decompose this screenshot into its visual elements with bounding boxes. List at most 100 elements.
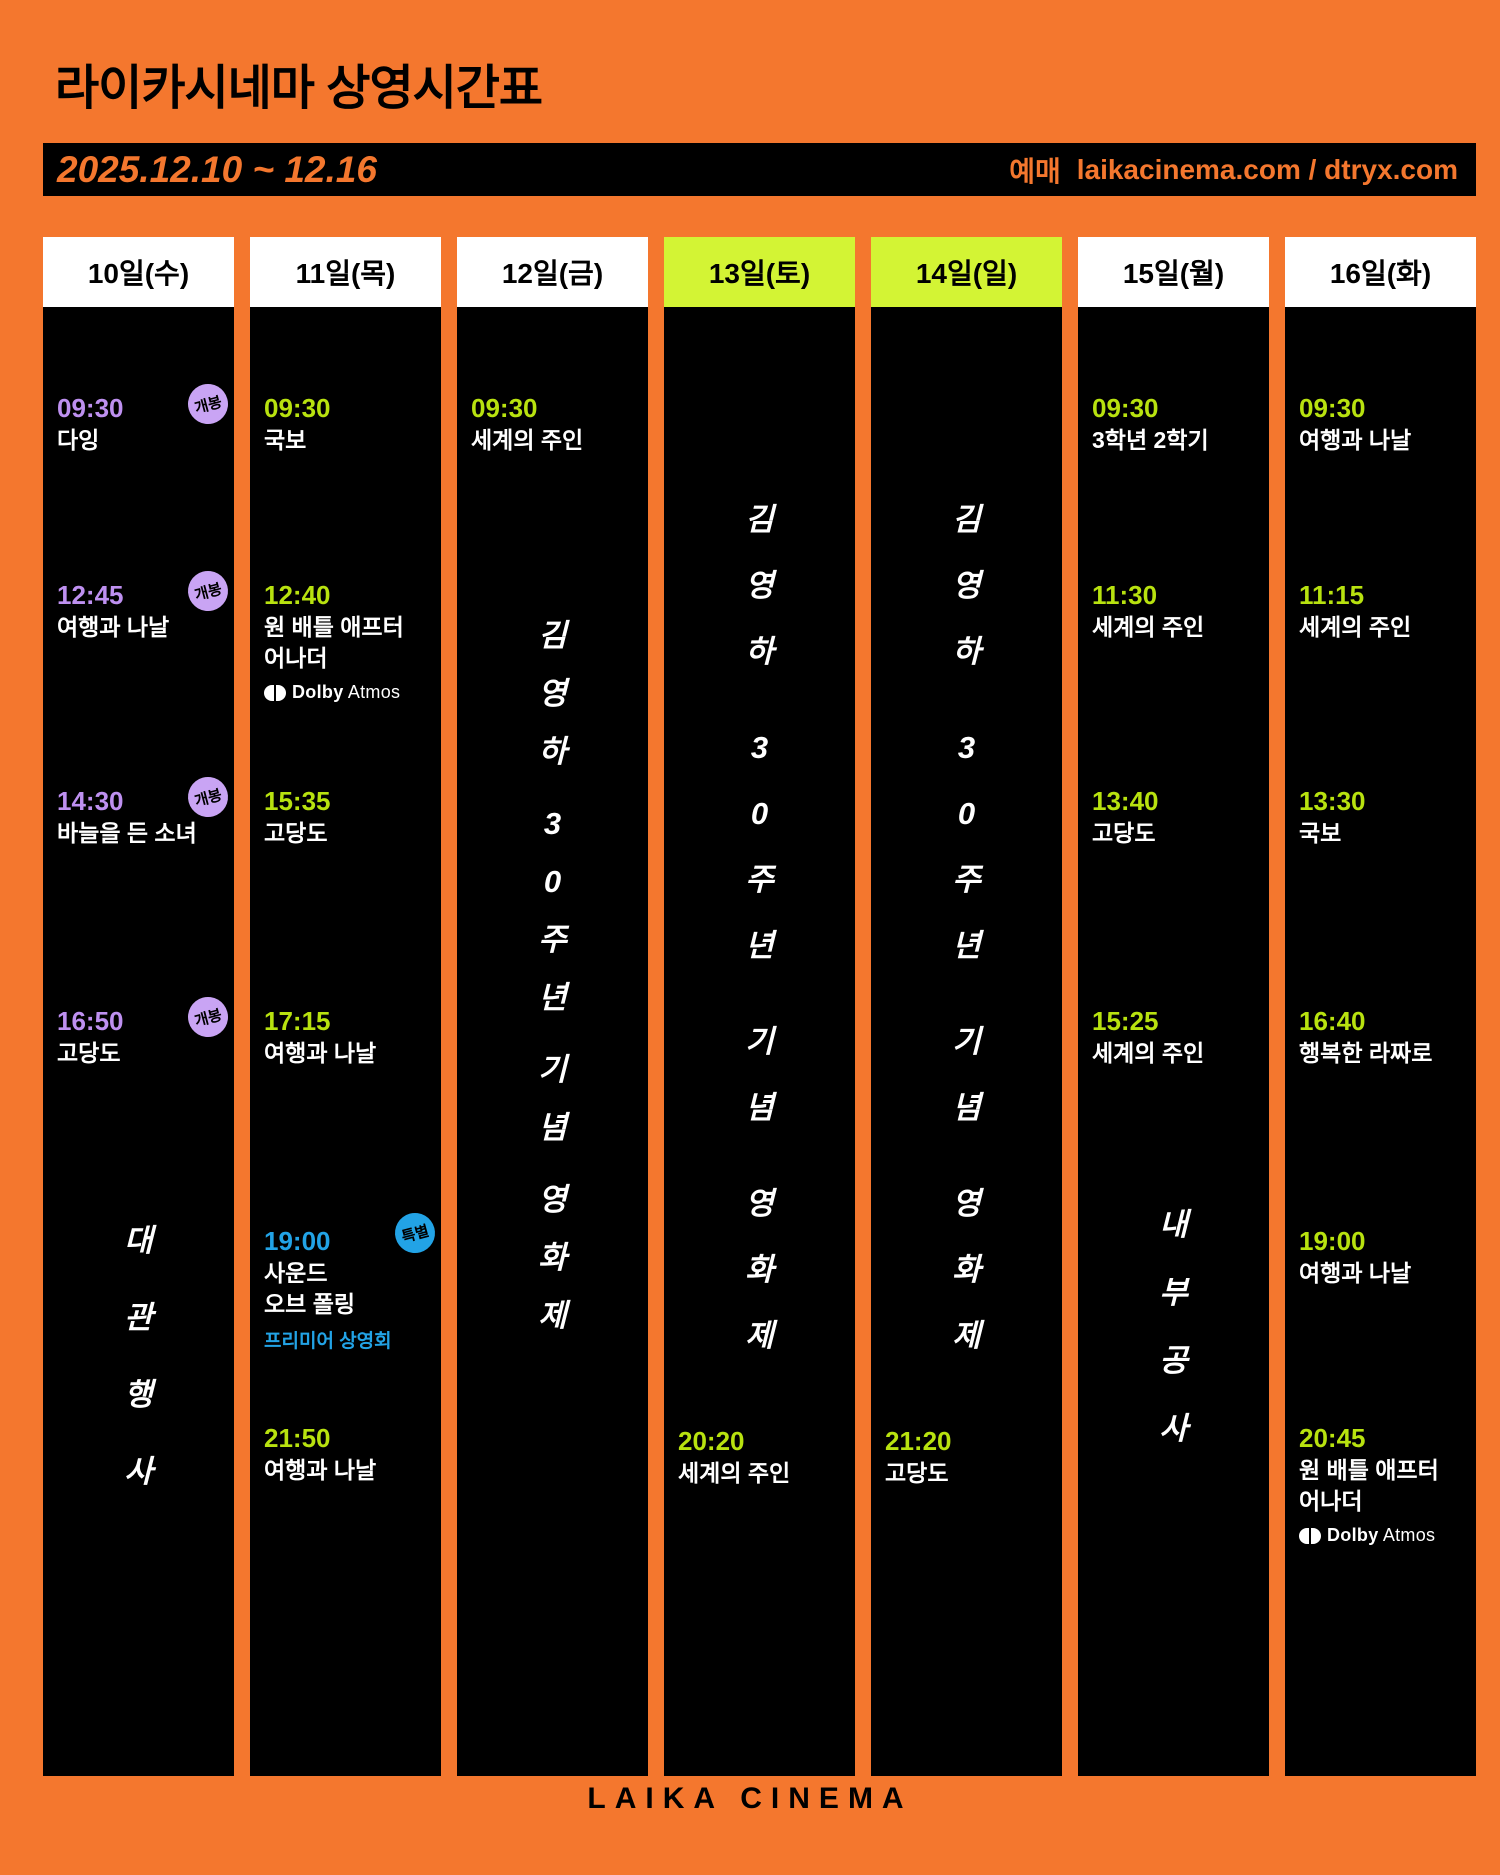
showtime: 13:30 [1299, 786, 1366, 816]
dolby-atmos-label: Dolby Atmos [1327, 1525, 1436, 1545]
showtime: 19:00 [1299, 1226, 1366, 1256]
showtime: 21:50 [264, 1423, 331, 1453]
schedule-entry: 13:30 국보 [1285, 785, 1476, 849]
movie-title: 세계의 주인 [1299, 614, 1412, 640]
movie-title: 바늘을 든 소녀 [57, 820, 197, 846]
movie-title: 여행과 나날 [264, 1457, 377, 1483]
showtime: 09:30 [1299, 393, 1366, 423]
showtime: 17:15 [264, 1006, 331, 1036]
movie-title: 원 배틀 애프터 어나더 [1299, 1457, 1439, 1514]
day-column-wed: 10일(수) 09:30 다잉 개봉 12:45 여행과 나날 개봉 14:30… [43, 237, 234, 1776]
column-body: 09:30 3학년 2학기 11:30 세계의 주인 13:40 고당도 15:… [1078, 307, 1269, 1776]
schedule-entry: 17:15 여행과 나날 [250, 1005, 441, 1069]
booking-info: 예매 laikacinema.com / dtryx.com [1009, 150, 1458, 190]
movie-title: 여행과 나날 [57, 614, 170, 640]
schedule-entry: 09:30 다잉 개봉 [43, 379, 234, 456]
schedule-entry: 09:30 국보 [250, 392, 441, 456]
showtime: 12:45 [57, 580, 124, 610]
column-body: 09:30 다잉 개봉 12:45 여행과 나날 개봉 14:30 바늘을 든 … [43, 307, 234, 1776]
schedule-entry: 13:40 고당도 [1078, 785, 1269, 849]
movie-title: 국보 [264, 427, 307, 453]
schedule-entry: 19:00 여행과 나날 [1285, 1225, 1476, 1289]
movie-title: 세계의 주인 [471, 427, 584, 453]
showtime: 16:50 [57, 1006, 124, 1036]
schedule-entry: 19:00 사운드 오브 폴링 프리미어 상영회 특별 [250, 1208, 441, 1353]
schedule-entry: 15:25 세계의 주인 [1078, 1005, 1269, 1069]
dolby-atmos-logo: Dolby Atmos [264, 682, 437, 703]
schedule-entry: 12:45 여행과 나날 개봉 [43, 566, 234, 643]
date-range: 2025.12.10 ~ 12.16 [57, 148, 377, 190]
dolby-atmos-label: Dolby Atmos [292, 682, 401, 702]
movie-title: 여행과 나날 [264, 1040, 377, 1066]
showtime: 21:20 [885, 1426, 952, 1456]
dolby-double-d-icon [264, 684, 286, 701]
showtime: 11:15 [1299, 580, 1365, 610]
showtime: 15:35 [264, 786, 331, 816]
movie-title: 다잉 [57, 427, 100, 453]
showtime: 09:30 [57, 393, 124, 423]
showtime: 09:30 [471, 393, 538, 423]
day-header: 13일(토) [664, 237, 855, 307]
movie-title: 여행과 나날 [1299, 1260, 1412, 1286]
showtime: 16:40 [1299, 1006, 1366, 1036]
movie-title: 고당도 [264, 820, 328, 846]
day-column-mon: 15일(월) 09:30 3학년 2학기 11:30 세계의 주인 13:40 … [1078, 237, 1269, 1776]
movie-title: 사운드 오브 폴링 [264, 1260, 356, 1317]
premiere-subtitle: 프리미어 상영회 [264, 1331, 392, 1352]
day-header: 10일(수) [43, 237, 234, 307]
date-range-bar: 2025.12.10 ~ 12.16 예매 laikacinema.com / … [43, 143, 1476, 196]
schedule-grid: 10일(수) 09:30 다잉 개봉 12:45 여행과 나날 개봉 14:30… [43, 237, 1476, 1776]
day-column-tue: 16일(화) 09:30 여행과 나날 11:15 세계의 주인 13:30 국… [1285, 237, 1476, 1776]
movie-title: 여행과 나날 [1299, 427, 1412, 453]
showtime: 12:40 [264, 580, 331, 610]
schedule-entry: 09:30 여행과 나날 [1285, 392, 1476, 456]
schedule-entry: 21:20 고당도 [871, 1425, 1062, 1489]
column-body: 09:30 여행과 나날 11:15 세계의 주인 13:30 국보 16:40… [1285, 307, 1476, 1776]
schedule-entry: 09:30 3학년 2학기 [1078, 392, 1269, 456]
showtime: 20:45 [1299, 1423, 1366, 1453]
showtime: 09:30 [1092, 393, 1159, 423]
column-body: 09:30 국보 12:40 원 배틀 애프터 어나더 Dolby Atmos … [250, 307, 441, 1776]
movie-title: 고당도 [885, 1460, 949, 1486]
showtime: 14:30 [57, 786, 124, 816]
page-title: 라이카시네마 상영시간표 [55, 62, 543, 115]
day-header: 11일(목) [250, 237, 441, 307]
booking-label: 예매 [1009, 155, 1061, 187]
movie-title: 3학년 2학기 [1092, 427, 1209, 453]
schedule-entry: 14:30 바늘을 든 소녀 개봉 [43, 772, 234, 849]
schedule-entry: 16:50 고당도 개봉 [43, 992, 234, 1069]
showtime: 15:25 [1092, 1006, 1159, 1036]
day-header: 16일(화) [1285, 237, 1476, 307]
movie-title: 행복한 라짜로 [1299, 1040, 1433, 1066]
day-header: 15일(월) [1078, 237, 1269, 307]
movie-title: 고당도 [1092, 820, 1156, 846]
showtime: 19:00 [264, 1226, 331, 1256]
schedule-entry: 12:40 원 배틀 애프터 어나더 Dolby Atmos [250, 579, 441, 703]
movie-title: 세계의 주인 [1092, 1040, 1205, 1066]
movie-title: 세계의 주인 [1092, 614, 1205, 640]
schedule-entry: 21:50 여행과 나날 [250, 1422, 441, 1486]
movie-title: 국보 [1299, 820, 1342, 846]
movie-title: 원 배틀 애프터 어나더 [264, 614, 404, 671]
schedule-entry: 11:15 세계의 주인 [1285, 579, 1476, 643]
schedule-entry: 20:20 세계의 주인 [664, 1425, 855, 1489]
showtime: 09:30 [264, 393, 331, 423]
movie-title: 세계의 주인 [678, 1460, 791, 1486]
footer-logo: LAIKA CINEMA [587, 1782, 913, 1815]
schedule-entry: 20:45 원 배틀 애프터 어나더 Dolby Atmos [1285, 1422, 1476, 1546]
showtime: 13:40 [1092, 786, 1159, 816]
booking-sites[interactable]: laikacinema.com / dtryx.com [1076, 153, 1458, 185]
schedule-entry: 09:30 세계의 주인 [457, 392, 648, 456]
